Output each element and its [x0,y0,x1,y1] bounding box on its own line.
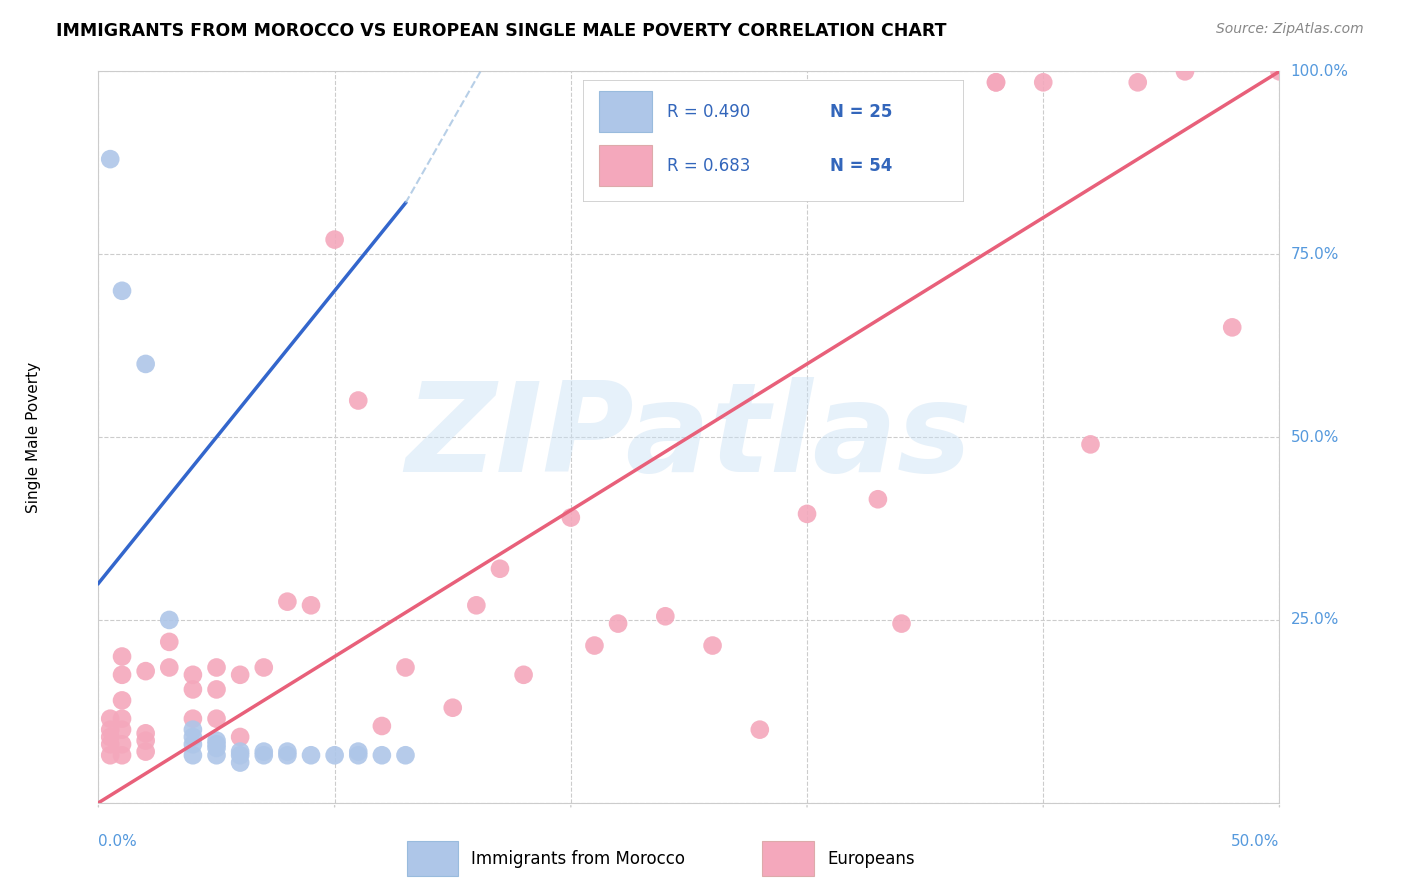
Text: R = 0.490: R = 0.490 [666,103,751,120]
Point [253,745,276,759]
Point [111,284,134,298]
Point [98,730,121,744]
Point [323,748,346,763]
Point [1268,64,1291,78]
Point [205,660,228,674]
Point [607,616,630,631]
Point [748,723,770,737]
Point [98,712,121,726]
Point [205,737,228,751]
Point [299,748,322,763]
Point [111,748,134,763]
Point [205,740,228,755]
Text: ZIPatlas: ZIPatlas [406,376,972,498]
Point [702,639,724,653]
Point [111,649,134,664]
Point [796,507,818,521]
Point [654,609,676,624]
Text: N = 25: N = 25 [830,103,893,120]
Point [181,748,204,763]
Point [111,737,134,751]
Point [984,75,1007,89]
Point [394,748,416,763]
Point [181,712,204,726]
Point [1080,437,1102,451]
Point [890,616,912,631]
Text: 75.0%: 75.0% [1291,247,1339,261]
Point [205,682,228,697]
Point [489,562,512,576]
Point [229,667,252,681]
Point [1220,320,1243,334]
Point [323,233,346,247]
Bar [762,841,814,876]
Point [205,733,228,747]
Point [229,730,252,744]
Point [229,745,252,759]
Point [98,748,121,763]
Point [1174,64,1197,78]
Text: Single Male Poverty: Single Male Poverty [25,361,41,513]
Point [1126,75,1149,89]
Text: Immigrants from Morocco: Immigrants from Morocco [471,849,685,868]
Text: 0.0%: 0.0% [98,834,138,849]
Point [135,733,157,747]
Point [98,737,121,751]
Point [512,667,534,681]
Point [205,748,228,763]
Point [135,357,157,371]
Point [229,748,252,763]
Point [181,682,204,697]
Point [205,712,228,726]
Point [347,745,370,759]
Text: 50.0%: 50.0% [1291,430,1339,444]
Point [560,510,582,524]
Point [465,599,488,613]
Point [111,723,134,737]
Text: 100.0%: 100.0% [1291,64,1348,78]
Text: Source: ZipAtlas.com: Source: ZipAtlas.com [1216,22,1364,37]
Point [984,75,1007,89]
Point [866,492,889,507]
Point [135,726,157,740]
Point [276,594,298,608]
Point [441,700,464,714]
Point [299,599,322,613]
Point [229,756,252,770]
Text: N = 54: N = 54 [830,157,893,175]
Point [181,737,204,751]
Point [111,667,134,681]
Point [347,748,370,763]
Point [371,748,394,763]
Point [253,660,276,674]
Point [394,660,416,674]
Point [111,693,134,707]
Point [98,152,121,166]
Text: IMMIGRANTS FROM MOROCCO VS EUROPEAN SINGLE MALE POVERTY CORRELATION CHART: IMMIGRANTS FROM MOROCCO VS EUROPEAN SING… [56,22,946,40]
Point [347,393,370,408]
Point [276,745,298,759]
Point [111,712,134,726]
Text: Europeans: Europeans [827,849,915,868]
Text: 25.0%: 25.0% [1291,613,1339,627]
Point [276,748,298,763]
Point [583,639,606,653]
Point [135,664,157,678]
Bar [406,841,458,876]
Point [181,723,204,737]
Point [253,748,276,763]
Point [181,730,204,744]
Point [98,723,121,737]
Bar [599,145,652,186]
Point [157,660,180,674]
Text: R = 0.683: R = 0.683 [666,157,751,175]
Text: 50.0%: 50.0% [1232,834,1279,849]
Point [135,745,157,759]
Point [371,719,394,733]
Point [1032,75,1054,89]
Bar [599,91,652,132]
Point [157,635,180,649]
Point [157,613,180,627]
Point [181,667,204,681]
